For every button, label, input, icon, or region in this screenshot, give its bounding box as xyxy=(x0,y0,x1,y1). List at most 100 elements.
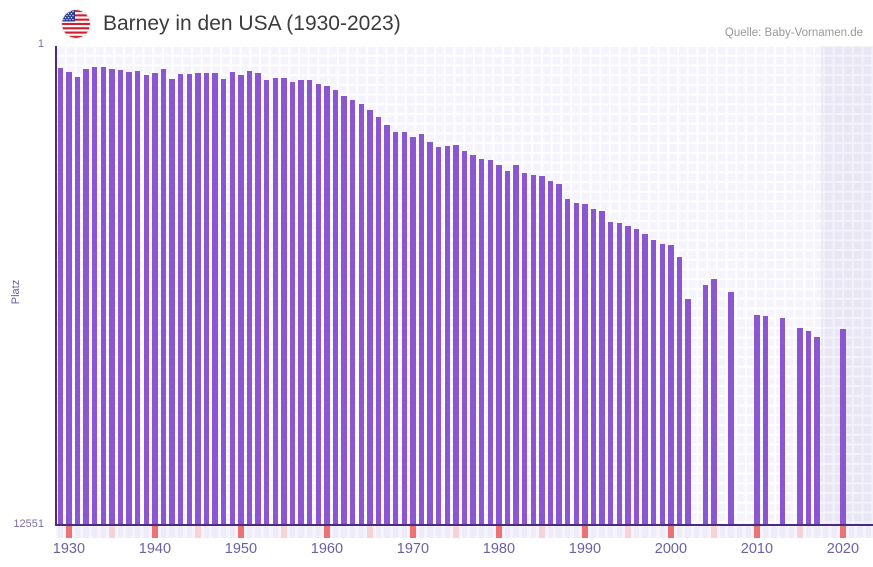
bar xyxy=(178,73,184,525)
bar xyxy=(547,181,554,525)
x-tick-mark xyxy=(797,526,803,538)
x-tick-mark xyxy=(840,526,846,538)
x-tick-label: 1990 xyxy=(568,541,602,557)
bar xyxy=(608,221,614,525)
x-tick-mark xyxy=(599,526,605,538)
x-tick-mark xyxy=(754,526,760,538)
x-tick-label: 1930 xyxy=(52,541,86,557)
x-tick-mark xyxy=(702,526,708,538)
x-tick-mark xyxy=(100,526,106,538)
bar-series xyxy=(56,46,873,525)
bar xyxy=(651,239,657,525)
y-axis-line xyxy=(55,46,57,525)
x-tick-mark xyxy=(92,526,98,538)
x-tick-mark xyxy=(565,526,571,538)
x-axis-tick-strip xyxy=(56,526,873,538)
bar xyxy=(805,331,812,525)
bar xyxy=(539,175,545,525)
x-tick-mark xyxy=(762,526,769,538)
x-tick-mark xyxy=(823,526,829,538)
x-tick-mark xyxy=(805,526,812,538)
x-tick-mark xyxy=(608,526,614,538)
bar xyxy=(590,209,597,525)
x-tick-mark xyxy=(504,526,511,538)
bar xyxy=(332,89,339,525)
bar xyxy=(556,184,562,525)
x-tick-mark xyxy=(152,526,158,538)
bar xyxy=(530,174,536,525)
bar xyxy=(238,75,244,525)
x-tick-mark xyxy=(324,526,330,538)
bar xyxy=(169,78,175,525)
x-tick-mark xyxy=(668,526,674,538)
x-tick-mark xyxy=(530,526,536,538)
x-tick-mark xyxy=(427,526,433,538)
bar xyxy=(375,116,382,525)
bar xyxy=(74,76,81,525)
y-axis-min-label: 12551 xyxy=(13,518,44,530)
x-tick-mark xyxy=(229,526,235,538)
x-tick-mark xyxy=(281,526,287,538)
x-tick-mark xyxy=(771,526,777,538)
x-tick-label: 2010 xyxy=(740,541,774,557)
x-tick-mark xyxy=(238,526,244,538)
x-tick-label: 1950 xyxy=(224,541,258,557)
x-tick-mark xyxy=(246,526,253,538)
x-tick-mark xyxy=(513,526,519,538)
bar xyxy=(143,74,149,525)
x-tick-mark xyxy=(255,526,261,538)
x-tick-mark xyxy=(453,526,459,538)
bar xyxy=(350,100,356,525)
bar xyxy=(479,158,485,525)
bar xyxy=(384,125,390,525)
x-tick-mark xyxy=(719,526,726,538)
x-tick-mark xyxy=(539,526,545,538)
x-tick-mark xyxy=(728,526,734,538)
x-tick-mark xyxy=(866,526,872,538)
bar xyxy=(315,84,321,525)
x-tick-mark xyxy=(479,526,485,538)
bar xyxy=(401,131,407,525)
bar xyxy=(642,233,648,525)
bar xyxy=(83,68,89,525)
x-tick-mark xyxy=(659,526,665,538)
x-tick-mark xyxy=(418,526,425,538)
bar xyxy=(436,147,442,525)
bar xyxy=(281,78,287,525)
bar xyxy=(522,173,528,525)
bar xyxy=(298,79,304,525)
x-tick-mark xyxy=(814,526,820,538)
bar xyxy=(195,72,201,525)
x-tick-mark xyxy=(547,526,554,538)
x-tick-mark xyxy=(676,526,683,538)
bar xyxy=(470,154,476,525)
bar xyxy=(504,171,511,525)
y-axis-max-label: 1 xyxy=(37,38,44,50)
x-tick-mark xyxy=(367,526,373,538)
source-note: Quelle: Baby-Vornamen.de xyxy=(724,27,863,39)
bar xyxy=(229,71,235,525)
x-tick-mark xyxy=(143,526,149,538)
x-tick-mark xyxy=(221,526,227,538)
x-tick-label: 1960 xyxy=(310,541,344,557)
bar xyxy=(453,145,459,525)
bar xyxy=(152,72,158,525)
x-tick-mark xyxy=(487,526,493,538)
x-tick-mark xyxy=(135,526,141,538)
x-tick-mark xyxy=(848,526,855,538)
x-tick-mark xyxy=(264,526,270,538)
bar xyxy=(66,71,72,525)
bar xyxy=(582,204,588,525)
x-tick-mark xyxy=(117,526,124,538)
x-tick-mark xyxy=(651,526,657,538)
x-tick-mark xyxy=(375,526,382,538)
x-tick-mark xyxy=(74,526,81,538)
x-tick-mark xyxy=(625,526,631,538)
x-tick-mark xyxy=(57,526,63,538)
x-tick-mark xyxy=(350,526,356,538)
x-tick-mark xyxy=(616,526,622,538)
x-tick-mark xyxy=(780,526,786,538)
x-tick-mark xyxy=(307,526,313,538)
bar xyxy=(487,160,493,525)
bar xyxy=(367,110,373,525)
